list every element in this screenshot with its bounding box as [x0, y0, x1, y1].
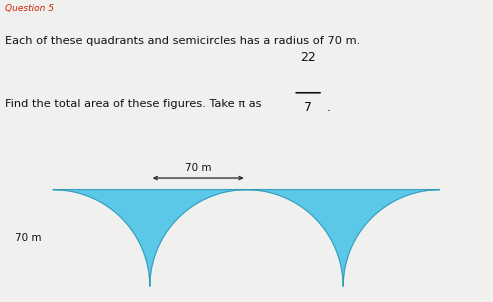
- Text: 22: 22: [300, 51, 316, 64]
- Text: Find the total area of these figures. Take π as: Find the total area of these figures. Ta…: [5, 98, 261, 109]
- Text: .: .: [327, 101, 331, 114]
- Text: 7: 7: [304, 101, 312, 114]
- Polygon shape: [53, 190, 440, 286]
- Text: 70 m: 70 m: [15, 233, 41, 243]
- Text: Each of these quadrants and semicircles has a radius of 70 m.: Each of these quadrants and semicircles …: [5, 36, 360, 46]
- Text: 70 m: 70 m: [185, 163, 211, 173]
- Text: Question 5: Question 5: [5, 4, 54, 13]
